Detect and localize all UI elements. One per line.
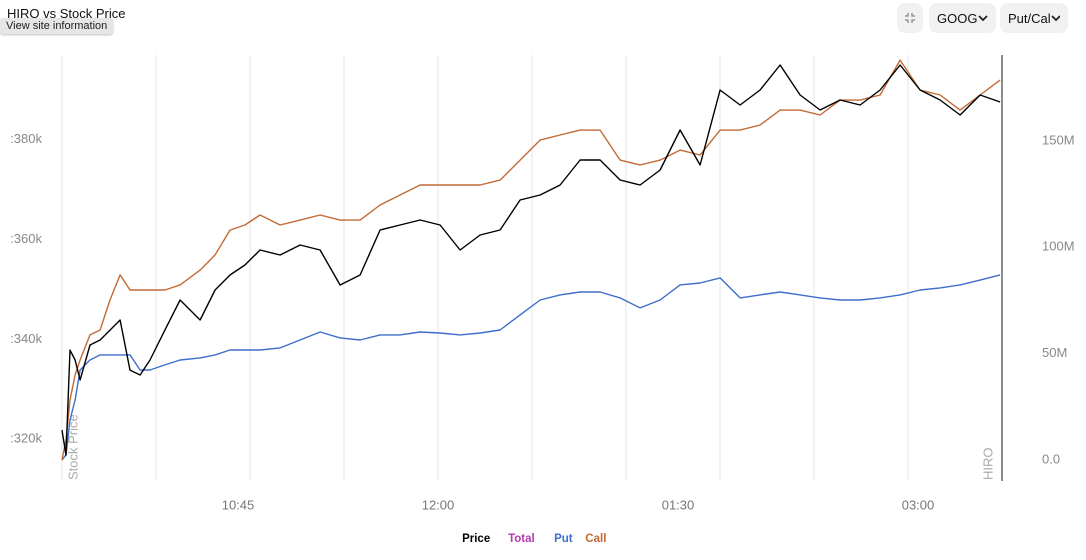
legend-entry: Price — [462, 533, 490, 545]
chevron — [978, 15, 988, 22]
legend-entry: Put — [554, 533, 573, 545]
mode-value: Put/Cal — [1008, 10, 1051, 26]
chevron — [1051, 15, 1060, 22]
annotation: Stock Price — [65, 414, 80, 480]
legend-entry: Total — [508, 533, 535, 545]
site-info-tooltip: View site information — [0, 18, 114, 34]
y-tick-label: :360k — [10, 231, 42, 246]
symbol-value: GOOG — [937, 10, 978, 26]
x-tick-label: 01:30 — [662, 497, 695, 512]
collapse-button[interactable] — [897, 3, 923, 33]
y-tick-label: :320k — [10, 431, 42, 446]
y2-tick-label: 100M — [1042, 239, 1075, 254]
y2-tick-label: 0.0 — [1042, 451, 1060, 466]
series-line — [61, 274, 1001, 461]
series-line — [61, 64, 1001, 456]
y-tick-label: :380k — [10, 131, 42, 146]
collapse-icon — [905, 13, 915, 23]
y2-tick-label: 150M — [1042, 132, 1075, 147]
chart-title: HIRO vs Stock Price — [7, 6, 126, 21]
x-tick-label: 12:00 — [422, 497, 455, 512]
y-tick-label: :340k — [10, 331, 42, 346]
symbol-select[interactable]: GOOG — [929, 3, 996, 33]
x-tick-label: 10:45 — [222, 497, 255, 512]
annotation: HIRO — [980, 448, 995, 481]
x-tick-label: 03:00 — [902, 497, 935, 512]
series-line — [61, 59, 1001, 461]
mode-select[interactable]: Put/Cal — [1000, 3, 1068, 33]
legend-entry: Call — [585, 533, 606, 545]
y2-tick-label: 50M — [1042, 345, 1067, 360]
